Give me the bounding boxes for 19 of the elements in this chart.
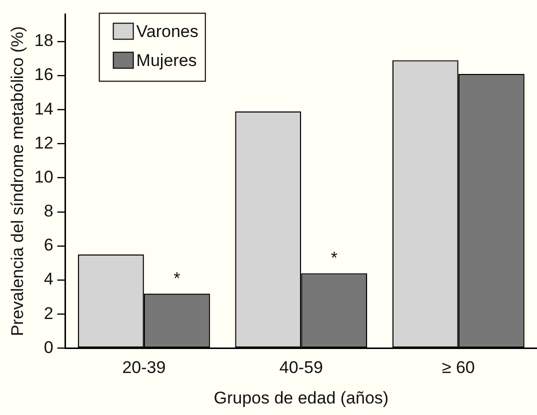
- legend-label: Mujeres: [136, 50, 197, 70]
- y-tick-label: 0: [44, 338, 54, 357]
- annotation: *: [330, 248, 338, 268]
- legend-label: Varones: [136, 22, 198, 41]
- y-tick-label: 16: [34, 65, 54, 84]
- y-tick-label: 6: [44, 236, 54, 255]
- y-tick-label: 8: [44, 202, 54, 221]
- y-axis-title: Prevalencia del síndrome metabólico (%): [8, 26, 27, 336]
- y-tick-label: 2: [44, 304, 54, 323]
- x-tick-label: 20-39: [122, 358, 166, 378]
- annotation: *: [174, 268, 181, 288]
- y-tick-label: 4: [44, 270, 54, 289]
- y-tick-label: 12: [34, 133, 54, 152]
- y-tick-label: 14: [34, 99, 54, 118]
- y-tick-label: 10: [34, 167, 54, 186]
- x-axis-title: Grupos de edad (años): [214, 388, 389, 408]
- x-tick-label: ≥ 60: [442, 358, 475, 378]
- y-tick-label: 18: [34, 31, 54, 50]
- x-tick-label: 40-59: [279, 358, 323, 378]
